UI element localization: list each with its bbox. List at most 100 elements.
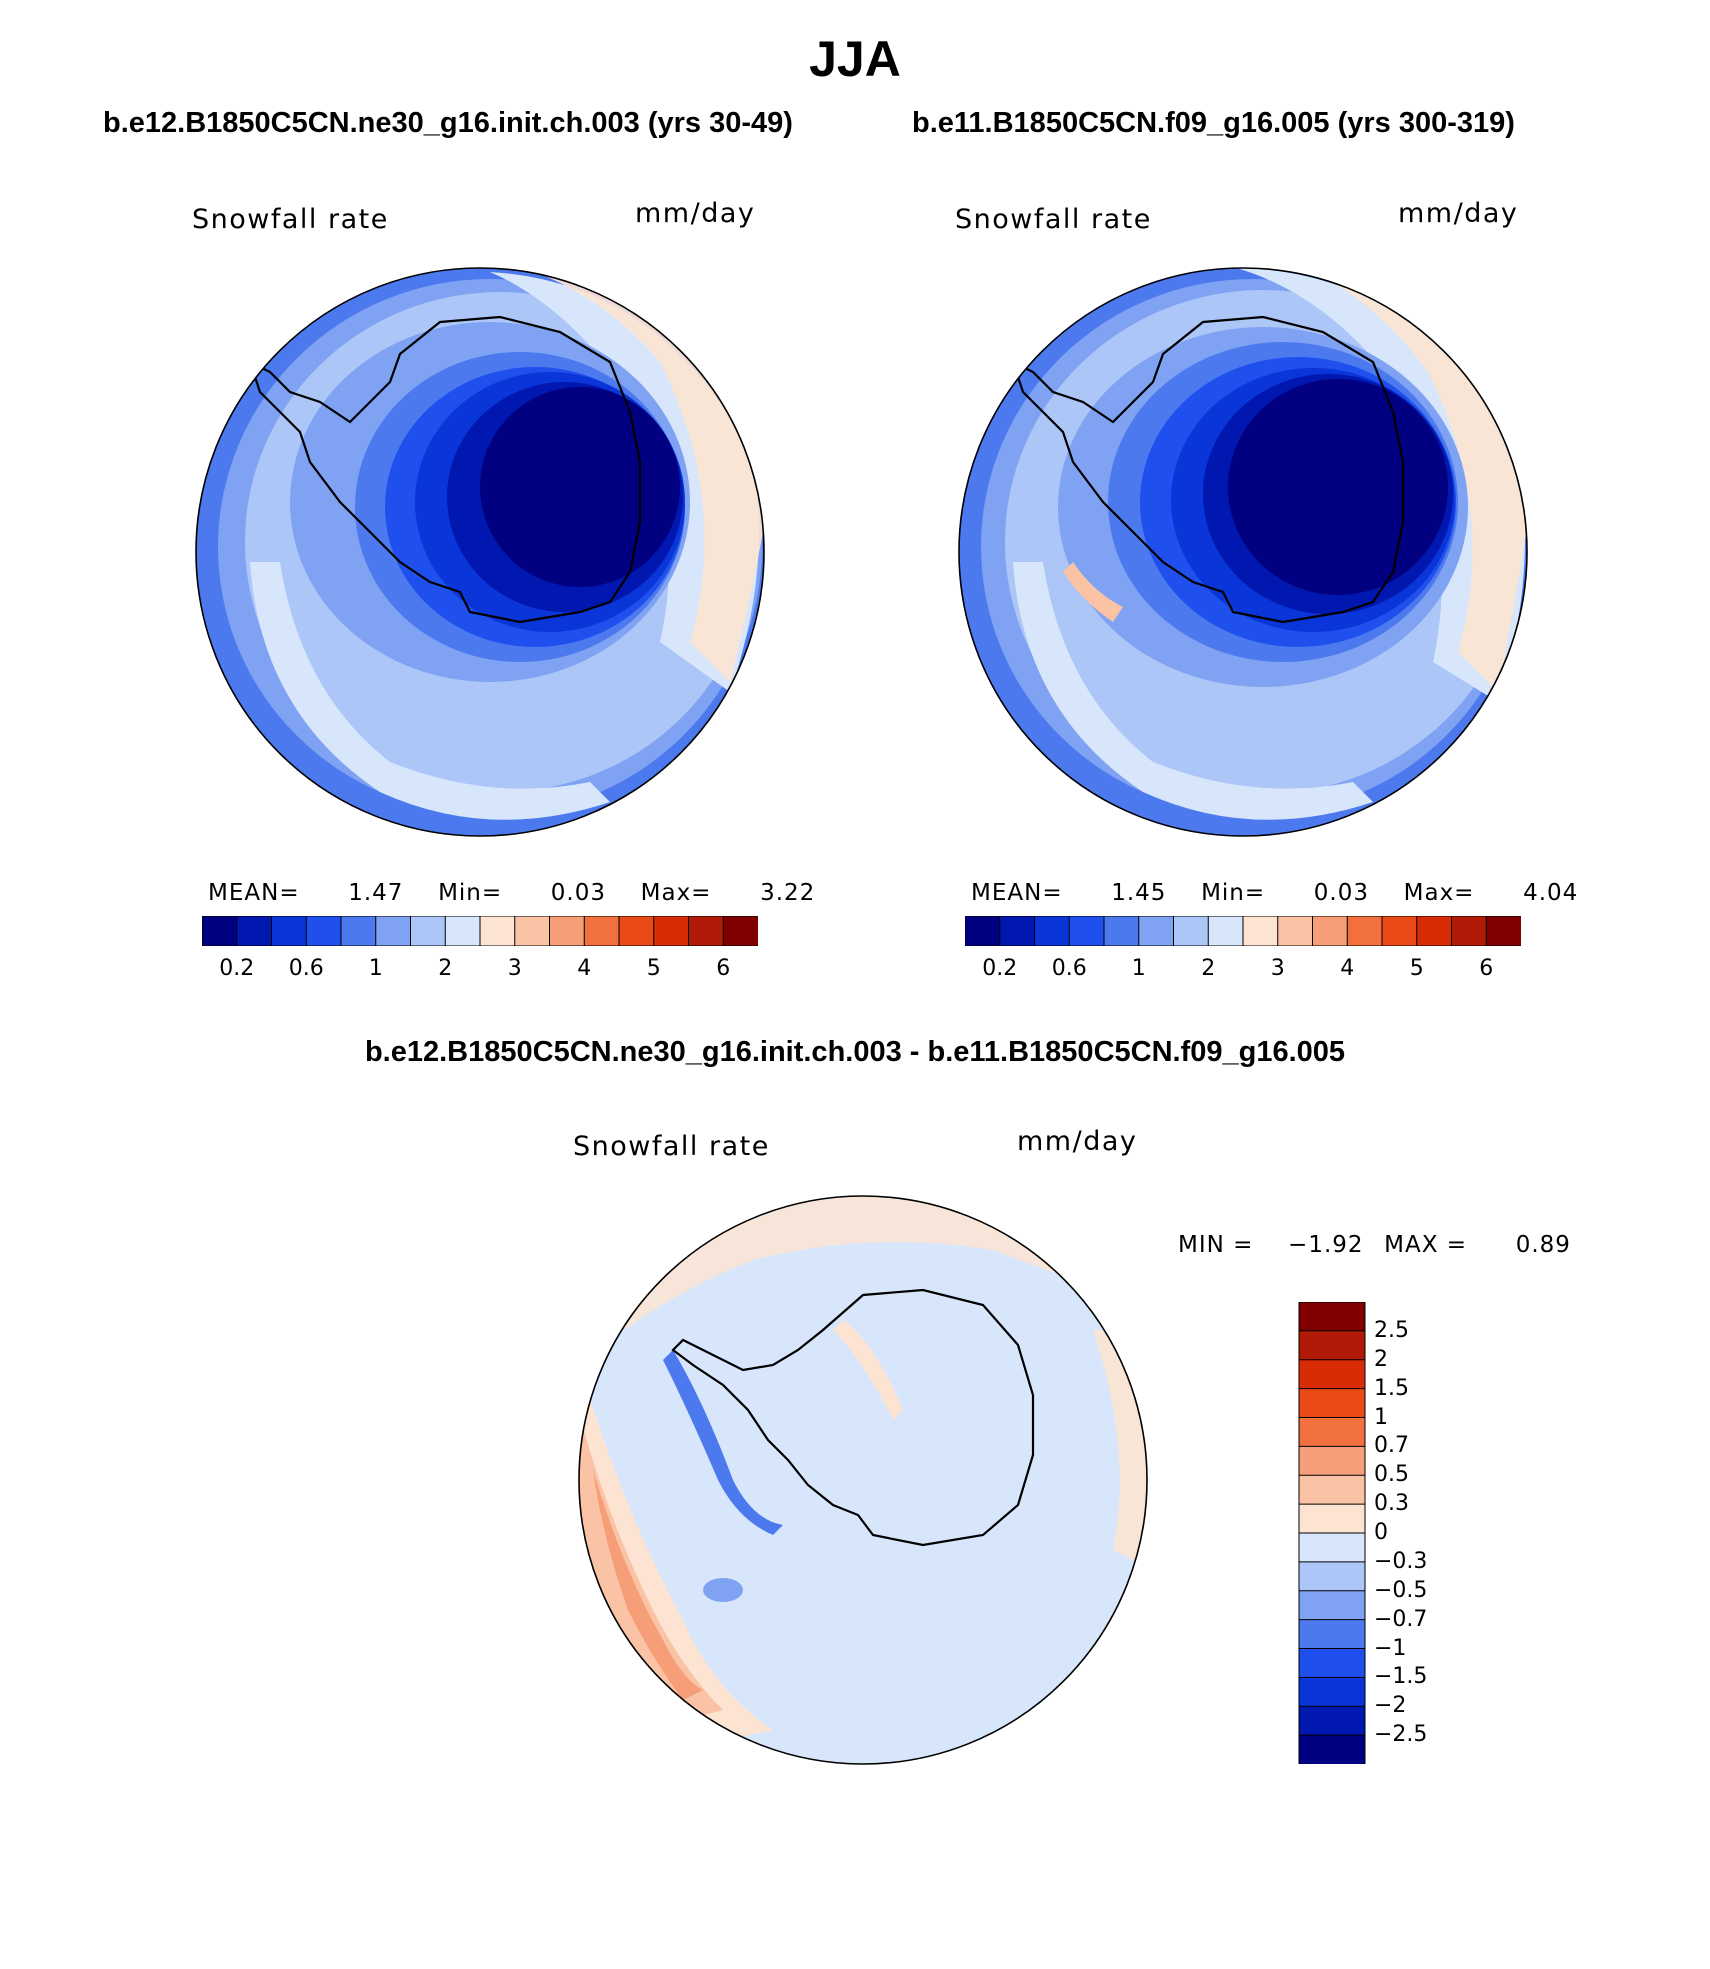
colorbar-swatch: [1312, 916, 1349, 946]
max-value: 3.22: [760, 880, 816, 906]
colorbar-swatch: [1298, 1330, 1366, 1361]
colorbar-tick-label: −0.7: [1374, 1606, 1428, 1632]
colorbar-tick-label: 0.2: [982, 956, 1018, 981]
colorbar-swatch: [271, 916, 308, 946]
colorbar-tick-label: −2.5: [1374, 1722, 1428, 1748]
max-value: 4.04: [1523, 880, 1579, 906]
colorbar-swatch: [375, 916, 412, 946]
colorbar-tick-label: 1: [1374, 1404, 1388, 1430]
colorbar-swatch: [722, 916, 758, 946]
colorbar-tick-label: 2: [1201, 956, 1216, 981]
mean-label: MEAN=: [208, 880, 300, 906]
colorbar-tick-label: −0.5: [1374, 1577, 1428, 1603]
colorbar-tick-label: 4: [1340, 956, 1355, 981]
colorbar-swatch: [1416, 916, 1453, 946]
colorbar-tick-label: 2: [1374, 1346, 1388, 1372]
colorbar-tick-label: −1.5: [1374, 1664, 1428, 1690]
colorbar-swatch: [1346, 916, 1383, 946]
colorbar-tick-label: 6: [1479, 956, 1494, 981]
max-label: Max=: [640, 880, 712, 906]
polar-map-right: [958, 267, 1528, 837]
stats-left: MEAN= 1.47 Min= 0.03 Max= 3.22: [208, 880, 815, 906]
colorbar-swatch: [1298, 1676, 1366, 1708]
colorbar-tick-label: 3: [1270, 956, 1285, 981]
colorbar-swatch: [514, 916, 551, 946]
colorbar-swatch: [1173, 916, 1210, 946]
colorbar-tick-label: 2.5: [1374, 1317, 1409, 1343]
colorbar-swatch: [1298, 1474, 1366, 1506]
colorbar-swatch: [1298, 1417, 1366, 1448]
colorbar-swatch: [1298, 1532, 1366, 1563]
min-value: 0.03: [550, 880, 606, 906]
units-label-diff: mm/day: [1017, 1126, 1138, 1157]
colorbar-swatch: [1485, 916, 1521, 946]
max-label: Max=: [1403, 880, 1475, 906]
colorbar-swatch: [479, 916, 516, 946]
colorbar-swatch: [410, 916, 447, 946]
min-label: MIN =: [1178, 1232, 1254, 1258]
colorbar-swatch: [688, 916, 725, 946]
colorbar-swatch: [653, 916, 690, 946]
colorbar-swatch: [1103, 916, 1140, 946]
colorbar-swatch: [549, 916, 586, 946]
colorbar-swatch: [1298, 1445, 1366, 1477]
stats-right: MEAN= 1.45 Min= 0.03 Max= 4.04: [971, 880, 1578, 906]
colorbar-right: [965, 916, 1521, 946]
colorbar-ticks-diff: 2.5 2 1.5 1 0.7 0.5 0.3 0 −0.3 −0.5 −0.7 −1 −1.5 −2 −2…: [1374, 1302, 1494, 1764]
colorbar-tick-label: 6: [716, 956, 731, 981]
colorbar-tick-label: 1.5: [1374, 1375, 1409, 1401]
colorbar-swatch: [1451, 916, 1488, 946]
colorbar-tick-label: 0.6: [1051, 956, 1087, 981]
colorbar-swatch: [1207, 916, 1244, 946]
colorbar-swatch: [1298, 1359, 1366, 1390]
colorbar-swatch: [1381, 916, 1418, 946]
colorbar-swatch: [1298, 1705, 1366, 1737]
colorbar-swatch: [1298, 1302, 1366, 1332]
colorbar-tick-label: −2: [1374, 1693, 1407, 1719]
variable-label-left: Snowfall rate: [192, 204, 389, 235]
colorbar-tick-label: 1: [368, 956, 383, 981]
mean-value: 1.47: [348, 880, 404, 906]
figure-title: JJA: [809, 31, 901, 87]
colorbar-tick-label: 0.2: [219, 956, 255, 981]
case-title-left: b.e12.B1850C5CN.ne30_g16.init.ch.003 (yr…: [103, 107, 793, 139]
units-label-right: mm/day: [1398, 198, 1519, 229]
case-title-right: b.e11.B1850C5CN.f09_g16.005 (yrs 300-319…: [912, 107, 1515, 139]
min-value: 0.03: [1313, 880, 1369, 906]
colorbar-tick-label: 5: [1409, 956, 1424, 981]
colorbar-swatch: [444, 916, 481, 946]
colorbar-swatch: [1138, 916, 1175, 946]
max-label: MAX =: [1384, 1232, 1468, 1258]
polar-map-diff: [578, 1195, 1148, 1765]
max-value: 0.89: [1515, 1232, 1571, 1258]
colorbar-swatch: [999, 916, 1036, 946]
colorbar-swatch: [202, 916, 238, 946]
colorbar-tick-label: 0.3: [1374, 1491, 1409, 1517]
colorbar-swatch: [1298, 1388, 1366, 1419]
colorbar-swatch: [1277, 916, 1314, 946]
colorbar-swatch: [1298, 1503, 1366, 1534]
colorbar-tick-label: 3: [507, 956, 522, 981]
colorbar-swatch: [1034, 916, 1071, 946]
colorbar-swatch: [965, 916, 1001, 946]
colorbar-tick-label: 5: [646, 956, 661, 981]
colorbar-tick-label: 0.5: [1374, 1462, 1409, 1488]
units-label-left: mm/day: [635, 198, 756, 229]
colorbar-swatch: [236, 916, 273, 946]
min-label: Min=: [438, 880, 503, 906]
min-label: Min=: [1201, 880, 1266, 906]
colorbar-tick-label: 1: [1131, 956, 1146, 981]
colorbar-swatch: [1298, 1648, 1366, 1679]
colorbar-left: [202, 916, 758, 946]
variable-label-right: Snowfall rate: [955, 204, 1152, 235]
colorbar-tick-label: −0.3: [1374, 1548, 1428, 1574]
mean-label: MEAN=: [971, 880, 1063, 906]
colorbar-ticks-right: 0.2 0.6 1 2 3 4 5 6: [965, 956, 1521, 986]
colorbar-swatch: [340, 916, 377, 946]
diff-title: b.e12.B1850C5CN.ne30_g16.init.ch.003 - b…: [364, 1036, 1346, 1068]
mean-value: 1.45: [1111, 880, 1167, 906]
stats-diff: MIN = −1.92 MAX = 0.89: [1178, 1232, 1571, 1258]
colorbar-swatch: [583, 916, 620, 946]
colorbar-swatch: [1298, 1619, 1366, 1650]
min-value: −1.92: [1288, 1232, 1364, 1258]
